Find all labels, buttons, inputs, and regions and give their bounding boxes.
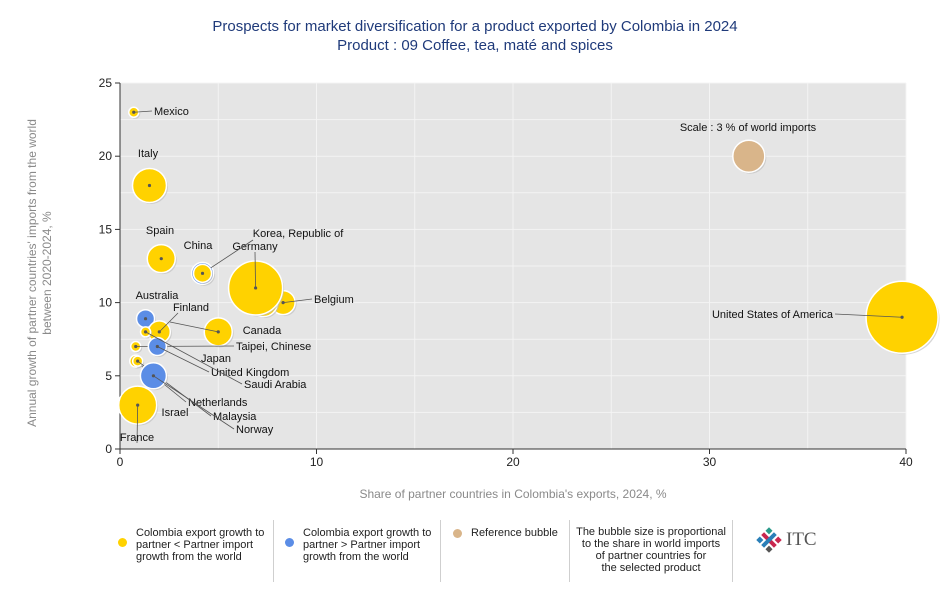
bubble-center <box>147 183 152 188</box>
x-tick-label: 20 <box>506 455 520 469</box>
point-label: Japan <box>201 353 231 365</box>
legend-item-lower: Colombia export growth to partner < Part… <box>118 520 268 582</box>
legend-item-reference: Reference bubble <box>453 520 565 582</box>
bubble-center <box>143 317 148 321</box>
leader-line <box>157 346 210 373</box>
legend-label-size-note: The bubble size is proportional to the s… <box>576 526 726 574</box>
blue-dot-icon <box>285 538 294 547</box>
point-label: Norway <box>236 424 274 436</box>
leader-line <box>159 312 179 333</box>
legend-divider <box>273 520 274 582</box>
reference-bubble-label: Scale : 3 % of world imports <box>680 122 817 134</box>
point-label: United Kingdom <box>211 367 289 379</box>
point-label: Australia <box>136 290 180 302</box>
legend-label-higher: Colombia export growth to partner > Part… <box>303 527 432 563</box>
point-label: Italy <box>138 148 159 160</box>
point-label: Saudi Arabia <box>244 379 307 391</box>
y-tick-label: 10 <box>99 296 113 310</box>
point-label: Netherlands <box>188 397 248 409</box>
y-tick-label: 5 <box>105 369 112 383</box>
legend-label-lower: Colombia export growth to partner < Part… <box>136 527 265 563</box>
x-tick-label: 0 <box>117 455 124 469</box>
bubble-center <box>200 271 205 275</box>
point-label: Spain <box>146 225 174 237</box>
tan-dot-icon <box>453 529 462 538</box>
itc-logo-text: ITC <box>786 529 817 550</box>
point-label: Germany <box>232 241 278 253</box>
legend-divider <box>440 520 441 582</box>
point-label: United States of America <box>712 309 834 321</box>
leader-line <box>169 321 219 333</box>
leader-line <box>133 110 153 113</box>
x-tick-label: 10 <box>310 455 324 469</box>
reference-bubble <box>732 139 766 173</box>
legend-label-reference: Reference bubble <box>471 527 558 539</box>
leader-line <box>136 405 139 444</box>
y-tick-label: 0 <box>105 442 112 456</box>
x-tick-label: 30 <box>703 455 717 469</box>
chart-title: Prospects for market diversification for… <box>212 18 738 35</box>
x-axis-title: Share of partner countries in Colombia's… <box>359 487 667 501</box>
leader-line <box>202 239 254 274</box>
y-tick-label: 15 <box>99 222 113 236</box>
point-label: Belgium <box>314 294 354 306</box>
leader-line <box>153 375 235 430</box>
y-tick-label: 25 <box>99 76 113 90</box>
point-label: Israel <box>162 407 189 419</box>
leader-line <box>254 251 256 288</box>
leader-line <box>145 331 243 385</box>
point-label: Canada <box>243 325 282 337</box>
point-label: Taipei, Chinese <box>236 341 311 353</box>
legend-divider <box>732 520 733 582</box>
point-label: France <box>120 432 154 444</box>
bubble-center <box>159 257 163 261</box>
yellow-dot-icon <box>118 538 127 547</box>
legend-item-size-note: The bubble size is proportional to the s… <box>570 520 732 582</box>
leader-line <box>834 313 903 318</box>
point-label: China <box>184 240 214 252</box>
leader-line <box>283 298 313 303</box>
point-label: Mexico <box>154 106 189 118</box>
bubble-center <box>900 315 904 319</box>
legend-item-higher: Colombia export growth to partner > Part… <box>285 520 435 582</box>
point-label: Malaysia <box>213 411 257 423</box>
bubble-center <box>143 330 148 334</box>
bubble-center <box>155 344 159 349</box>
point-label: Korea, Republic of <box>253 228 344 240</box>
chart-subtitle: Product : 09 Coffee, tea, maté and spice… <box>337 37 613 54</box>
y-axis-title: Annual growth of partner countries' impo… <box>25 119 54 427</box>
itc-logo-icon <box>756 527 782 553</box>
x-tick-label: 40 <box>899 455 913 469</box>
legend-divider <box>569 520 570 582</box>
y-tick-label: 20 <box>99 149 113 163</box>
point-label: Finland <box>173 302 209 314</box>
